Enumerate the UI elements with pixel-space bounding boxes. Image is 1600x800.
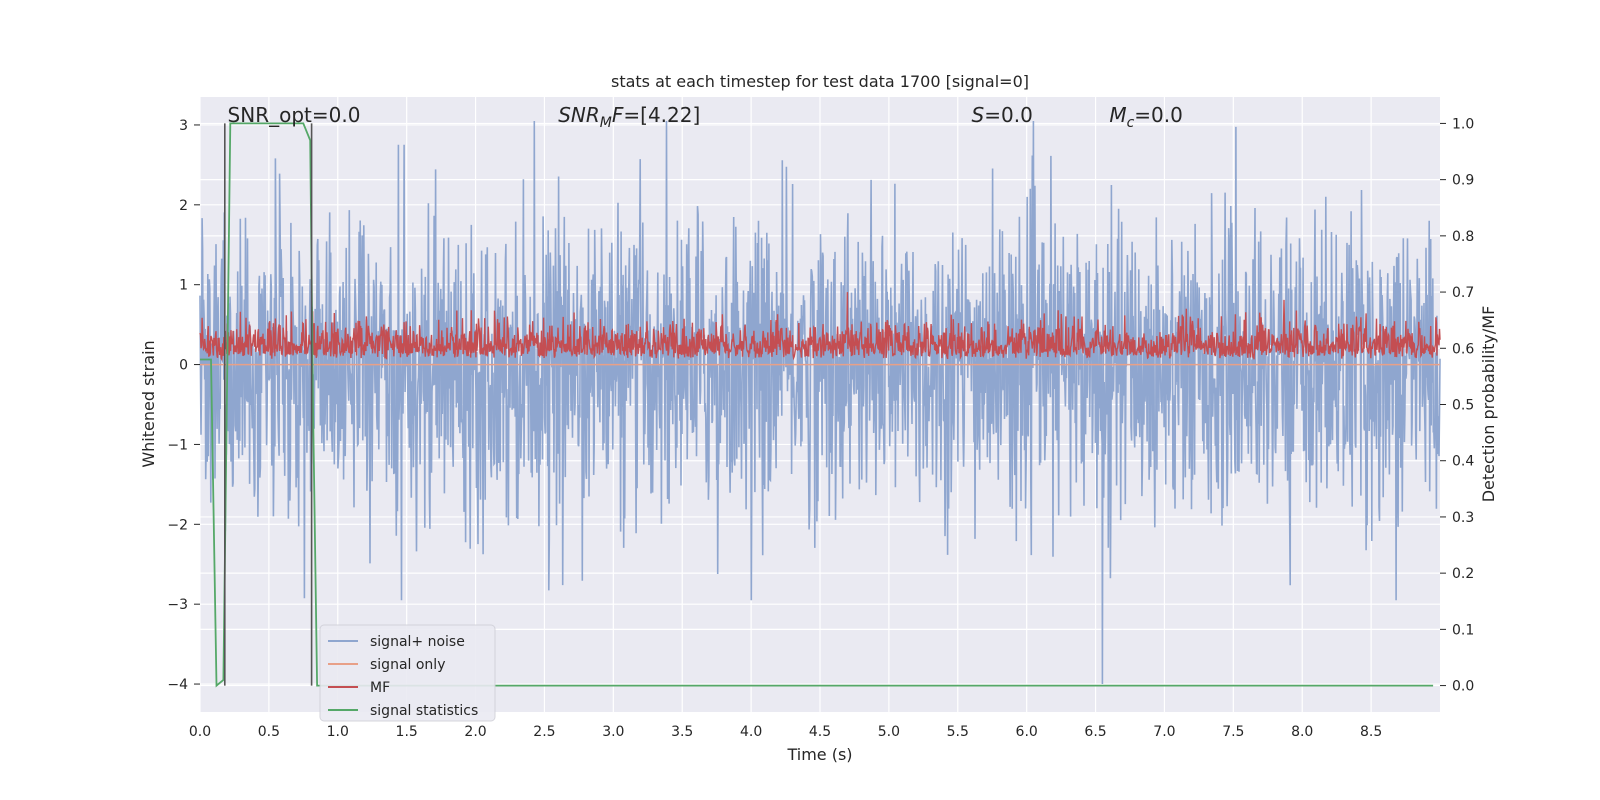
- y-tick-label: 3: [179, 118, 188, 134]
- series-mf: [199, 292, 1441, 362]
- y-axis-label: Whitened strain: [139, 340, 158, 467]
- y2-tick-label: 0.1: [1452, 622, 1474, 638]
- x-tick-label: 2.0: [464, 724, 486, 740]
- x-tick-label: 4.0: [740, 724, 762, 740]
- x-tick-label: 5.5: [947, 724, 969, 740]
- x-tick-label: 3.0: [602, 724, 624, 740]
- annotation-snr-opt: SNR_opt=0.0: [228, 103, 361, 127]
- legend-box: [319, 624, 496, 722]
- x-tick-label: 4.5: [809, 724, 831, 740]
- x-tick-label: 6.5: [1084, 724, 1106, 740]
- y2-tick-label: 0.6: [1452, 341, 1474, 357]
- legend-label: signal only: [370, 657, 445, 673]
- y2-axis-label: Detection probability/MF: [1479, 306, 1498, 503]
- x-tick-label: 8.0: [1291, 724, 1313, 740]
- y2-tick-label: 0.5: [1452, 398, 1474, 414]
- x-tick-label: 2.5: [533, 724, 555, 740]
- x-tick-label: 8.5: [1360, 724, 1382, 740]
- y2-ticks: 1.0 0.9 0.8 0.7 0.6 0.5 0.4 0.3 0.2 0.1 0.0: [1440, 116, 1474, 695]
- x-tick-label: 3.5: [671, 724, 693, 740]
- annotations: SNR_opt=0.0 SNRMF=[4.22] S=0.0 Mc=0.0: [228, 103, 1183, 131]
- y-ticks: 3 2 1 0 −1 −2 −3 −4: [167, 118, 200, 693]
- y2-tick-label: 1.0: [1452, 116, 1474, 132]
- y-tick-label: −3: [167, 597, 188, 613]
- x-tick-label: 7.5: [1222, 724, 1244, 740]
- annotation-snr-mf: SNRMF=[4.22]: [558, 103, 700, 131]
- x-axis-label: Time (s): [786, 745, 852, 764]
- y2-tick-label: 0.4: [1452, 454, 1474, 470]
- x-tick-label: 6.0: [1016, 724, 1038, 740]
- legend: signal+ noise signal only MF signal statist…: [319, 624, 496, 722]
- y-tick-label: 0: [179, 358, 188, 374]
- legend-label: signal statistics: [370, 703, 478, 719]
- x-tick-label: 7.0: [1153, 724, 1175, 740]
- annotation-mc-value: Mc=0.0: [1109, 103, 1183, 131]
- y-tick-label: −2: [167, 517, 188, 533]
- x-tick-label: 1.0: [327, 724, 349, 740]
- x-tick-label: 1.5: [396, 724, 418, 740]
- y2-tick-label: 0.0: [1452, 679, 1474, 695]
- y2-tick-label: 0.3: [1452, 510, 1474, 526]
- y2-tick-label: 0.7: [1452, 285, 1474, 301]
- legend-label: signal+ noise: [370, 634, 465, 650]
- series-signal-statistics: [200, 122, 1434, 688]
- y2-tick-label: 0.2: [1452, 566, 1474, 582]
- y-tick-label: 1: [179, 278, 188, 294]
- vertical-markers: [224, 123, 313, 686]
- x-tick-label: 0.5: [258, 724, 280, 740]
- x-tick-label: 5.0: [878, 724, 900, 740]
- y-tick-label: −4: [167, 677, 188, 693]
- y2-tick-label: 0.9: [1452, 173, 1474, 189]
- legend-label: MF: [370, 680, 390, 696]
- x-tick-label: 0.0: [189, 724, 211, 740]
- x-ticks: 0.0 0.5 1.0 1.5 2.0 2.5 3.0 3.5 4.0 4.5 5.0 5.5 6.0 6…: [189, 724, 1382, 740]
- y2-tick-label: 0.8: [1452, 229, 1474, 245]
- annotation-s-value: S=0.0: [972, 103, 1033, 127]
- series-layer: [199, 120, 1441, 688]
- chart-title: stats at each timestep for test data 170…: [611, 72, 1029, 91]
- y-tick-label: −1: [167, 437, 188, 453]
- y-tick-label: 2: [179, 198, 188, 214]
